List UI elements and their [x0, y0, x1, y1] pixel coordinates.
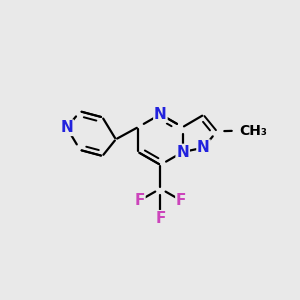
Text: N: N	[176, 145, 189, 160]
Text: F: F	[155, 211, 166, 226]
Text: N: N	[60, 120, 73, 135]
Text: N: N	[197, 140, 210, 155]
Text: F: F	[176, 193, 186, 208]
Text: F: F	[134, 193, 145, 208]
Text: N: N	[154, 107, 167, 122]
Text: CH₃: CH₃	[239, 124, 267, 138]
